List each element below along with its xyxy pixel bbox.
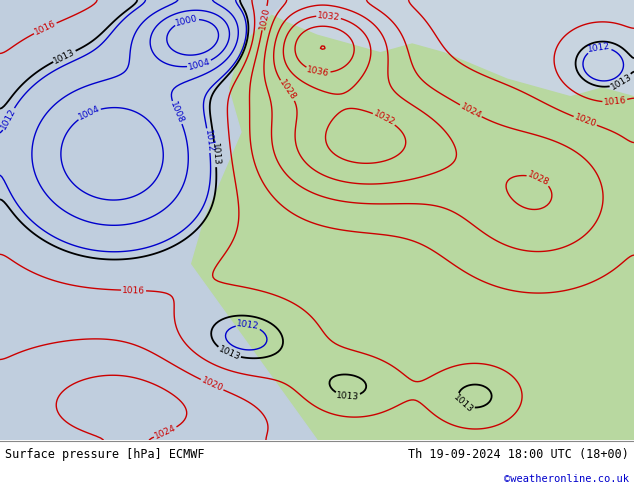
Text: 1016: 1016 <box>122 286 145 295</box>
Text: 1013: 1013 <box>52 47 77 65</box>
Text: 1016: 1016 <box>33 19 58 37</box>
Text: 1000: 1000 <box>174 13 199 27</box>
Text: 1013: 1013 <box>336 391 359 401</box>
Text: 1013: 1013 <box>609 72 633 92</box>
Text: 1013: 1013 <box>217 344 242 362</box>
Text: ©weatheronline.co.uk: ©weatheronline.co.uk <box>504 474 629 484</box>
Text: 1024: 1024 <box>153 424 178 441</box>
Text: 1016: 1016 <box>603 96 627 107</box>
Text: Th 19-09-2024 18:00 UTC (18+00): Th 19-09-2024 18:00 UTC (18+00) <box>408 447 629 461</box>
Polygon shape <box>190 0 634 440</box>
Text: 1028: 1028 <box>526 170 551 188</box>
Text: 1012: 1012 <box>587 42 611 54</box>
Text: 1008: 1008 <box>169 100 186 125</box>
Text: 1012: 1012 <box>0 107 18 131</box>
Text: 1028: 1028 <box>278 78 298 102</box>
Text: Surface pressure [hPa] ECMWF: Surface pressure [hPa] ECMWF <box>5 447 205 461</box>
Text: 1013: 1013 <box>210 143 221 167</box>
Text: 1012: 1012 <box>203 129 214 152</box>
Text: 1004: 1004 <box>77 104 101 122</box>
Text: 1036: 1036 <box>306 65 330 78</box>
Polygon shape <box>0 0 317 440</box>
Text: 1032: 1032 <box>317 11 340 22</box>
Text: 1013: 1013 <box>451 393 475 415</box>
Text: 1024: 1024 <box>458 101 483 121</box>
Text: 1020: 1020 <box>257 6 271 30</box>
Text: 1020: 1020 <box>200 376 224 393</box>
Text: 1004: 1004 <box>187 57 212 72</box>
Text: 1020: 1020 <box>573 113 597 129</box>
Text: 1032: 1032 <box>372 109 396 128</box>
Text: 1012: 1012 <box>236 319 260 331</box>
